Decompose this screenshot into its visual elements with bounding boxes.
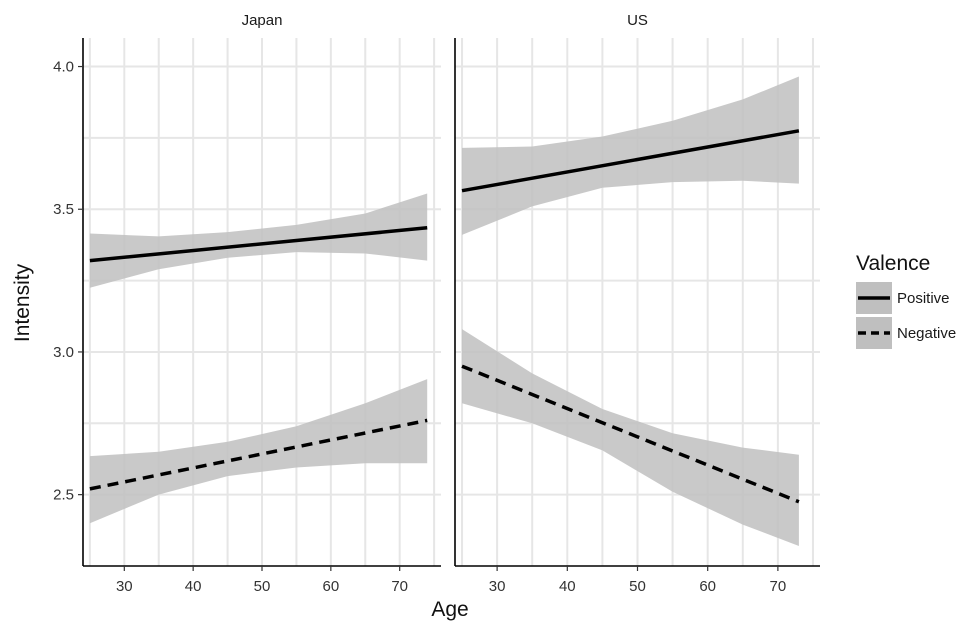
- panel-title-us: US: [627, 12, 648, 29]
- x-tick-label: 30: [116, 578, 133, 595]
- ribbon-us-positive: [462, 76, 799, 235]
- panel-japan: 30 40 50 60 70 2.5 3.0 3.5 4.0 Japan: [53, 12, 441, 595]
- panel-us: 30 40 50 60 70 US: [454, 12, 820, 595]
- y-tick-label: 4.0: [53, 59, 74, 76]
- y-tick-label: 3.5: [53, 201, 74, 218]
- series-line-us-negative: [461, 364, 800, 504]
- legend-label-negative: Negative: [897, 325, 956, 342]
- x-tick-label: 70: [391, 578, 408, 595]
- legend: Valence Positive Negative: [856, 252, 956, 349]
- x-tick-label: 50: [629, 578, 646, 595]
- x-tick-label: 50: [254, 578, 271, 595]
- panel-title-japan: Japan: [242, 12, 283, 29]
- x-tick-label: 40: [559, 578, 576, 595]
- series-line-japan-negative: [89, 418, 428, 491]
- x-tick-label: 70: [770, 578, 787, 595]
- y-tick-label: 2.5: [53, 487, 74, 504]
- y-tick-label: 3.0: [53, 344, 74, 361]
- y-axis-title: Intensity: [11, 263, 34, 342]
- series-line-japan-positive: [89, 226, 428, 263]
- ribbon-japan-negative: [89, 379, 428, 524]
- series-line-us-positive: [461, 129, 800, 193]
- x-tick-label: 40: [185, 578, 202, 595]
- panels-layer: 30 40 50 60 70 2.5 3.0 3.5 4.0 Japan 30 40 50 60 70 US: [53, 12, 820, 595]
- x-axis-title: Age: [431, 598, 468, 621]
- x-tick-label: 30: [489, 578, 506, 595]
- legend-title: Valence: [856, 252, 930, 275]
- legend-label-positive: Positive: [897, 290, 950, 307]
- ribbon-japan-positive: [89, 193, 428, 288]
- x-tick-label: 60: [699, 578, 716, 595]
- x-tick-label: 60: [323, 578, 340, 595]
- ribbon-us-negative: [462, 329, 799, 546]
